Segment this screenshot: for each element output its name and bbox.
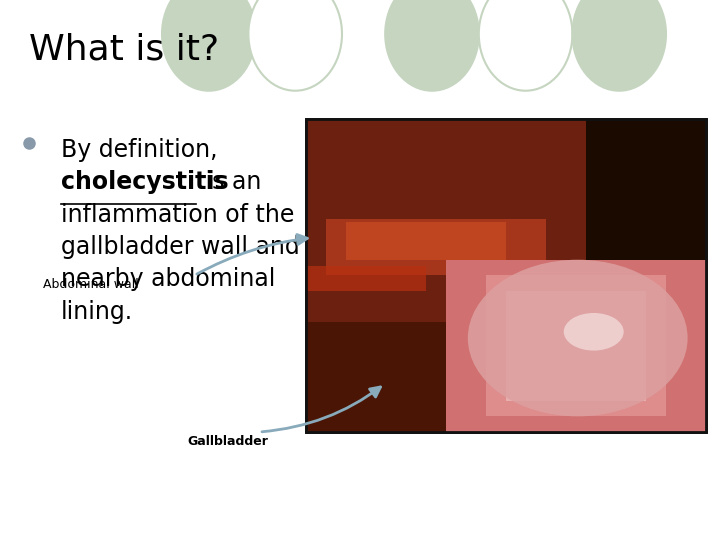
Ellipse shape <box>248 0 342 91</box>
Bar <box>306 119 706 432</box>
Bar <box>486 275 665 416</box>
Ellipse shape <box>162 0 256 91</box>
Text: Gallbladder: Gallbladder <box>187 435 268 448</box>
Bar <box>505 291 646 401</box>
Text: lining.: lining. <box>61 300 133 323</box>
Ellipse shape <box>564 313 624 350</box>
Text: What is it?: What is it? <box>29 32 219 66</box>
Bar <box>326 219 546 275</box>
Ellipse shape <box>468 260 688 416</box>
Text: By definition,: By definition, <box>61 138 217 161</box>
Bar <box>306 266 426 291</box>
Text: is an: is an <box>198 170 261 194</box>
Bar <box>306 119 586 338</box>
Ellipse shape <box>572 0 666 91</box>
Text: gallbladder wall and: gallbladder wall and <box>61 235 300 259</box>
Ellipse shape <box>385 0 479 91</box>
Bar <box>346 222 505 260</box>
Text: nearby abdominal: nearby abdominal <box>61 267 276 291</box>
Bar <box>306 119 706 432</box>
Bar <box>446 260 706 432</box>
Text: cholecystitis: cholecystitis <box>61 170 229 194</box>
Bar <box>306 322 706 432</box>
Text: inflammation of the: inflammation of the <box>61 202 294 226</box>
Text: Abdominal wall: Abdominal wall <box>43 278 139 291</box>
Ellipse shape <box>479 0 572 91</box>
